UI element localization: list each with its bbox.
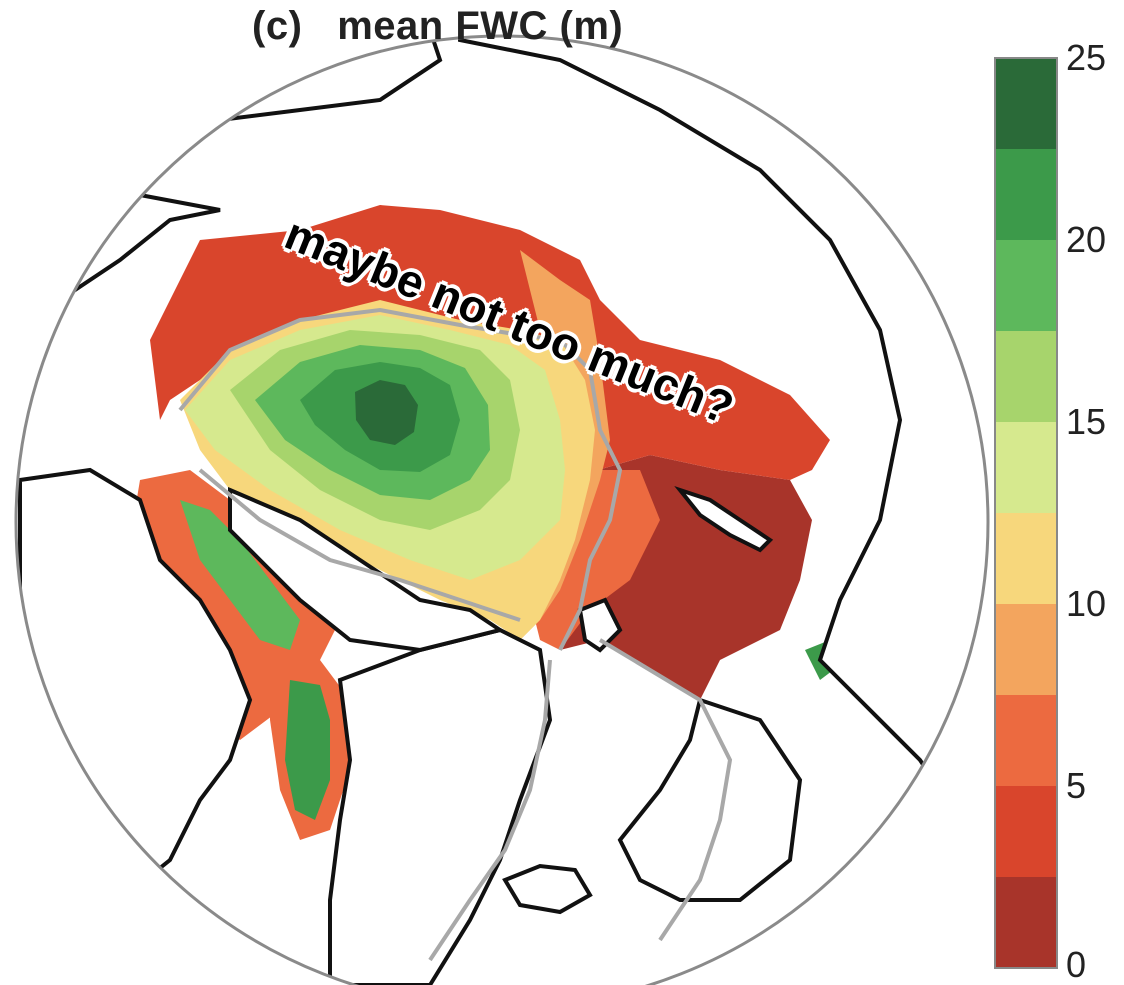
colorbar-bin-6 — [995, 331, 1057, 422]
colorbar-tick-label: 20 — [1066, 219, 1107, 260]
colorbar-bin-5 — [995, 422, 1057, 513]
map-border — [14, 34, 990, 985]
colorbar-bin-3 — [995, 604, 1057, 695]
fwc-band-2.5-5 — [150, 205, 830, 480]
shelf-contour-2 — [198, 468, 521, 622]
figure-title: (c) mean FWC (m) — [252, 4, 624, 48]
novaya-zemlya — [674, 485, 774, 553]
colorbar-bin-0 — [995, 877, 1057, 968]
colorbar-bin-7 — [995, 240, 1057, 331]
colorbar-frame — [994, 57, 1058, 969]
colorbar-tick-label: 25 — [1066, 37, 1107, 78]
shelf-contour-3 — [598, 638, 733, 942]
greenland-land — [328, 627, 553, 985]
colorbar-bin-4 — [995, 513, 1057, 604]
fwc-band-5-7.5 — [530, 470, 660, 650]
scandinavia-land — [617, 697, 803, 902]
colorbar-bin-8 — [995, 149, 1057, 240]
eurasia-land — [458, 36, 988, 865]
fwc-band-22.5-25 — [355, 380, 418, 445]
colorbar-tick-label: 10 — [1066, 583, 1107, 624]
baffin-bay-green — [285, 680, 330, 820]
colorbar — [994, 57, 1058, 969]
colorbar-bin-9 — [995, 58, 1057, 149]
colorbar-tick-label: 15 — [1066, 401, 1107, 442]
iceland — [502, 863, 593, 915]
archipelago-green — [180, 500, 300, 650]
colorbar-tick-label: 0 — [1066, 944, 1087, 985]
colorbar-bin-2 — [995, 695, 1057, 786]
shelf-contour — [178, 307, 623, 651]
colorbar-tick-label: 5 — [1066, 765, 1087, 806]
shelf-contour-4 — [428, 659, 552, 962]
svalbard — [577, 597, 623, 653]
colorbar-bin-1 — [995, 786, 1057, 877]
